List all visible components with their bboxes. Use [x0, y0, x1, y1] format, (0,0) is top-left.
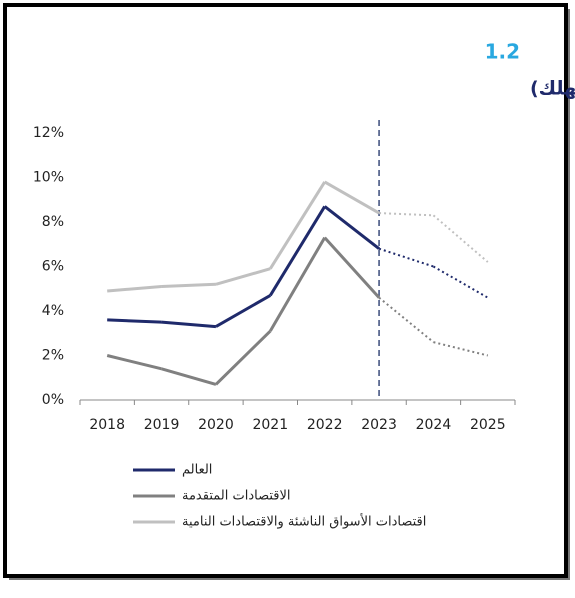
line-segment — [161, 282, 216, 289]
frame — [3, 3, 568, 578]
legend-label: اقتصادات الأسواق الناشئة والاقتصادات الن… — [182, 513, 426, 530]
x-tick-label: 2024 — [416, 417, 452, 433]
projection-segment — [432, 214, 489, 263]
line-segment — [106, 354, 162, 371]
y-tick-label: 10% — [33, 170, 64, 186]
line-segment — [215, 294, 272, 328]
line-segment — [323, 180, 380, 215]
line-segment — [107, 318, 162, 324]
line-segment — [269, 205, 326, 297]
y-tick-label: 4% — [42, 303, 64, 319]
line-segment — [269, 181, 326, 270]
legend-label: الاقتصادات المتقدمة — [182, 489, 291, 504]
line-segment — [161, 367, 217, 386]
projection-segment — [378, 296, 435, 343]
y-tick-label: 8% — [42, 214, 64, 230]
line-segment — [323, 205, 380, 250]
chart-title: التضخم (متوسط أسعار المستهلك) — [530, 76, 575, 100]
y-tick-label: 2% — [42, 348, 64, 364]
x-tick-label: 2025 — [470, 417, 506, 433]
line-segment — [215, 267, 271, 286]
line-segment — [161, 320, 217, 329]
x-tick-label: 2023 — [361, 417, 397, 433]
x-tick-label: 2022 — [307, 417, 343, 433]
x-tick-label: 2021 — [252, 417, 288, 433]
line-segment — [323, 236, 381, 299]
x-tick-label: 2019 — [144, 417, 180, 433]
line-segment — [269, 236, 326, 332]
x-tick-label: 2018 — [89, 417, 125, 433]
legend-label: العالم — [182, 463, 212, 478]
y-tick-label: 0% — [42, 392, 64, 408]
projection-segment — [379, 212, 434, 217]
line-segment — [214, 329, 272, 386]
projection-segment — [432, 265, 489, 299]
y-tick-label: 12% — [33, 125, 64, 141]
projection-segment — [433, 341, 489, 357]
chart-number: 1.2 — [485, 40, 520, 64]
y-tick-label: 6% — [42, 259, 64, 275]
x-tick-label: 2020 — [198, 417, 234, 433]
line-segment — [107, 285, 162, 293]
